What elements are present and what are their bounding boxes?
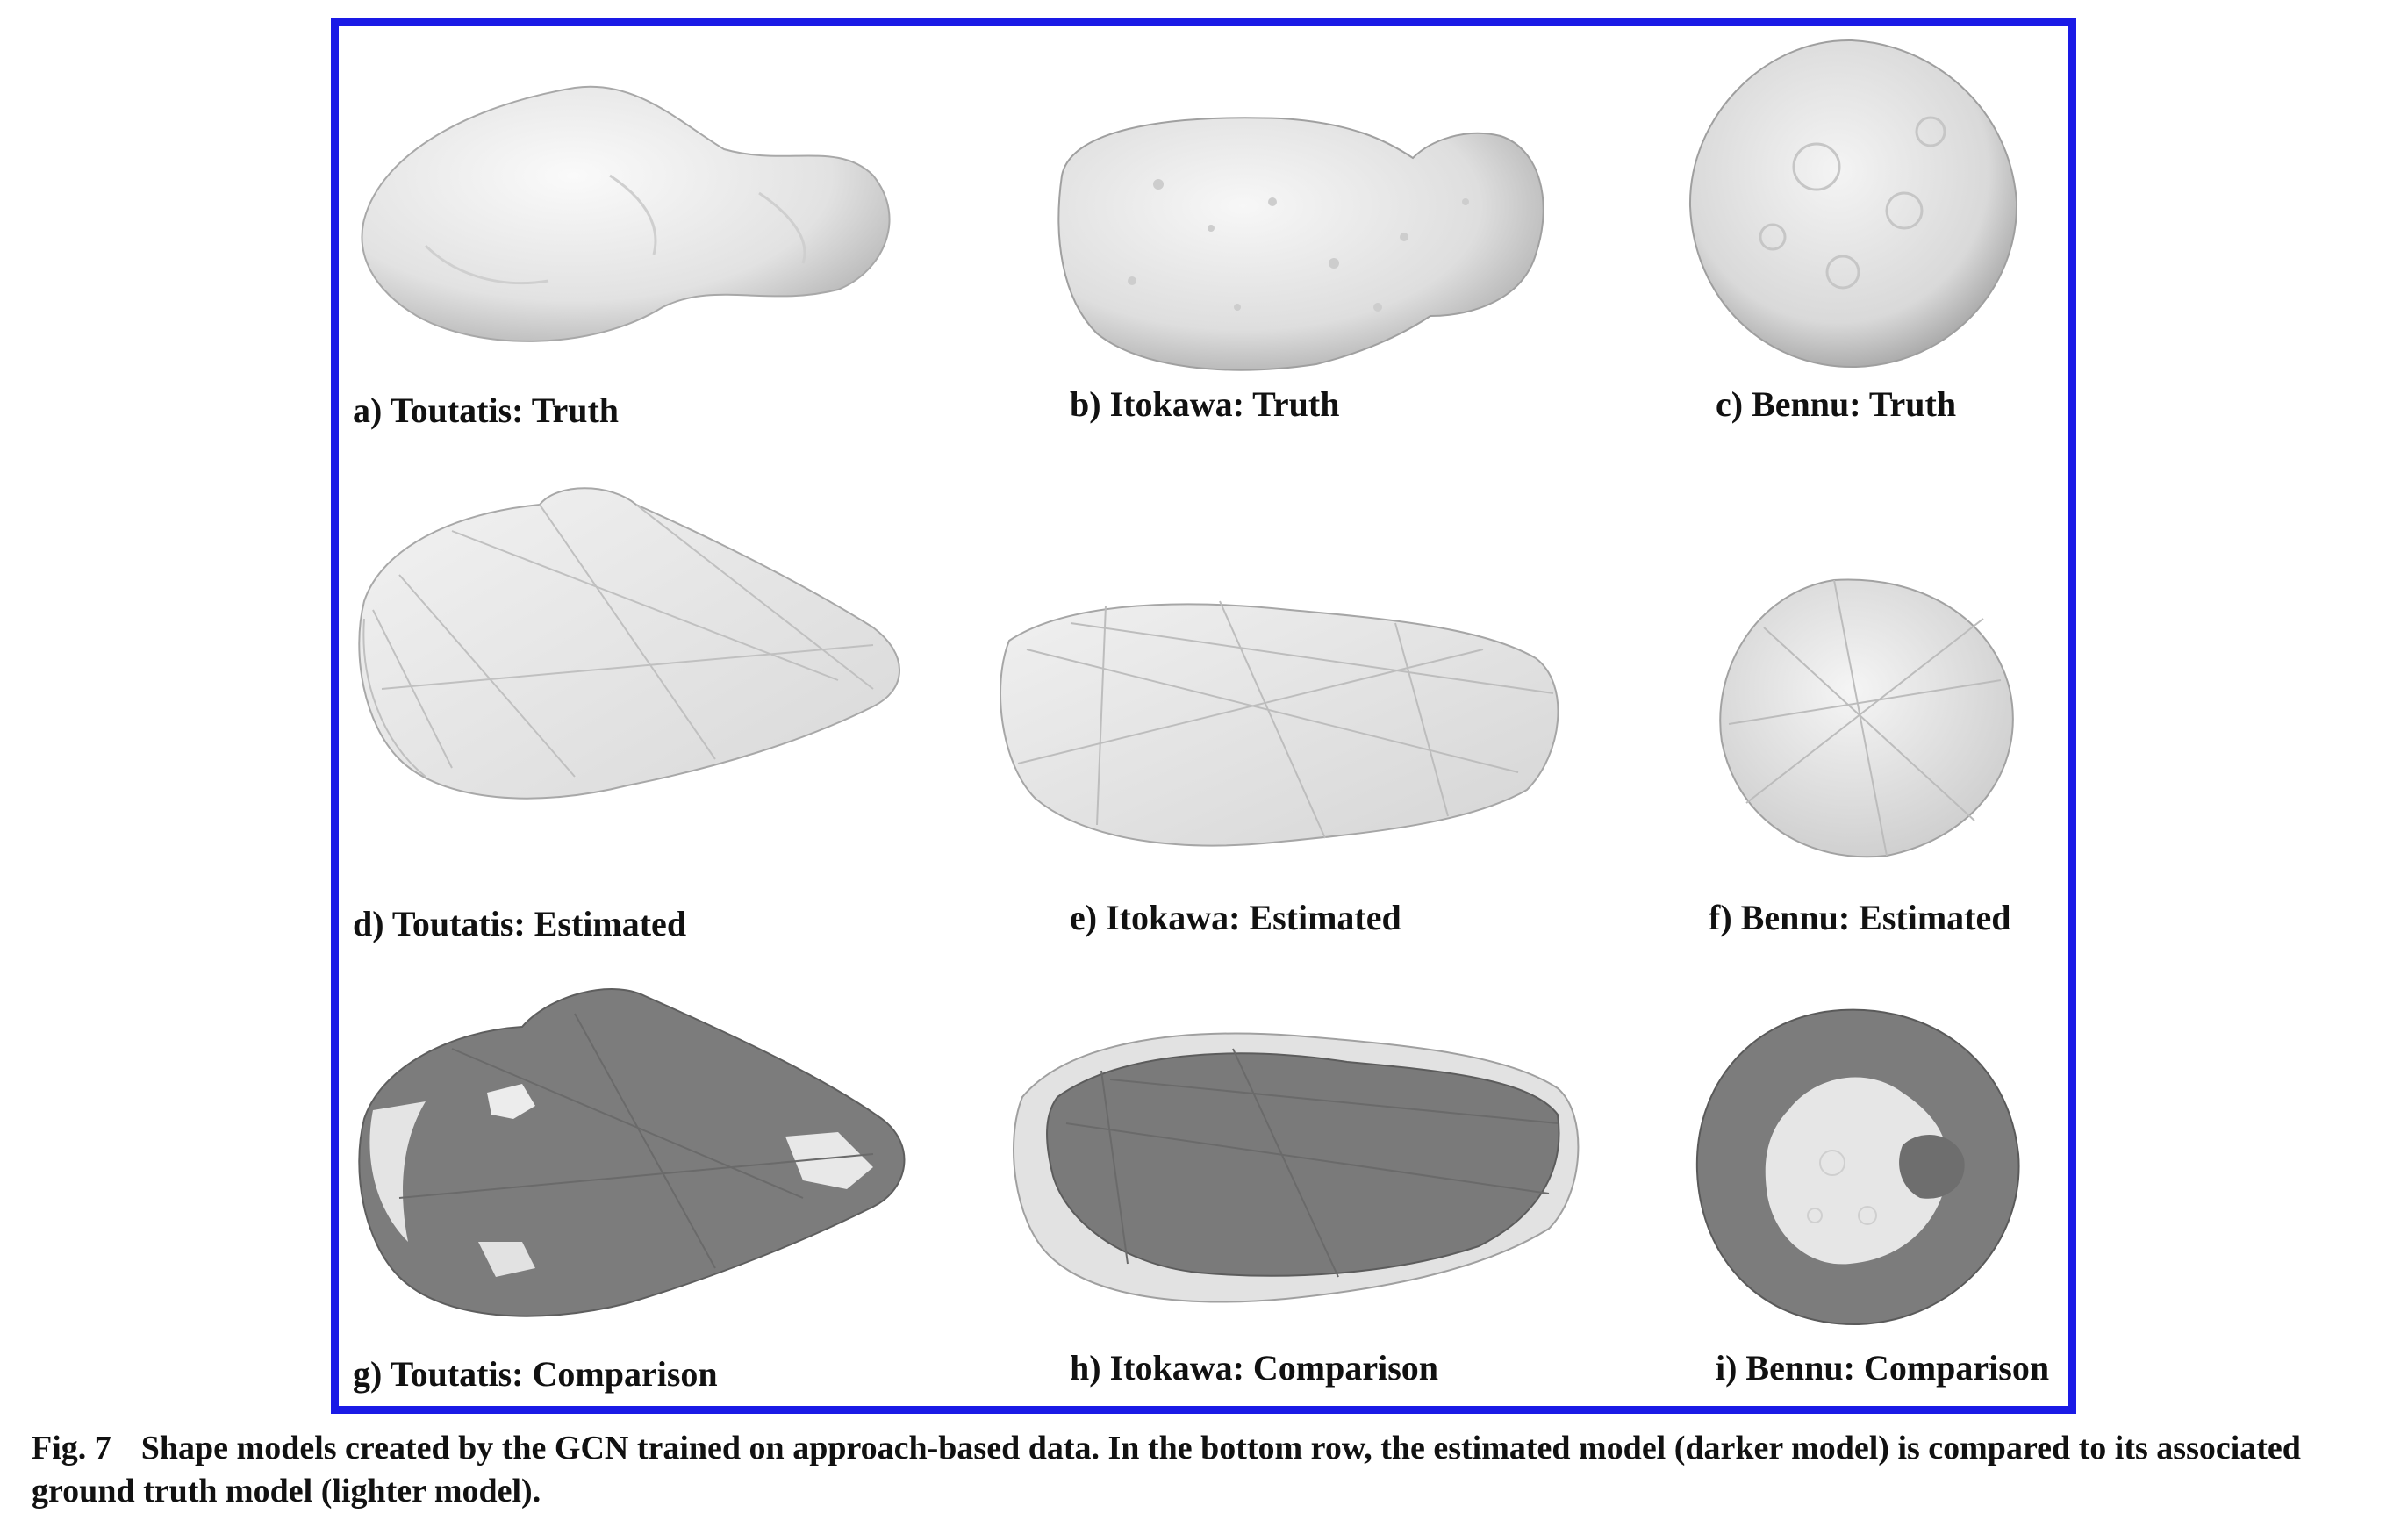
panel-label-a: a) Toutatis: Truth — [353, 391, 620, 430]
panel-label-d: d) Toutatis: Estimated — [353, 904, 687, 943]
bennu-truth-shape — [1688, 39, 2018, 369]
toutatis-estimated-shape — [358, 487, 900, 800]
toutatis-truth-shape — [361, 85, 891, 342]
toutatis-comparison-shape — [358, 988, 906, 1317]
panel-label-e: e) Itokawa: Estimated — [1070, 898, 1401, 937]
caption-text: Shape models created by the GCN trained … — [32, 1430, 2301, 1509]
figure-number: Fig. 7 — [32, 1430, 111, 1466]
bennu-estimated-shape — [1719, 578, 2014, 858]
bennu-comparison-shape — [1695, 1008, 2020, 1326]
panel-label-c: c) Bennu: Truth — [1716, 384, 1957, 424]
itokawa-estimated-shape — [1000, 600, 1559, 847]
panel-label-b: b) Itokawa: Truth — [1070, 384, 1340, 424]
panel-label-h: h) Itokawa: Comparison — [1070, 1348, 1439, 1388]
itokawa-comparison-shape — [1013, 1032, 1580, 1303]
panel-label-i: i) Bennu: Comparison — [1716, 1348, 2050, 1388]
panel-label-f: f) Bennu: Estimated — [1709, 898, 2011, 937]
panel-label-g: g) Toutatis: Comparison — [353, 1354, 718, 1394]
figure-caption: Fig. 7 Shape models created by the GCN tr… — [32, 1427, 2383, 1513]
itokawa-truth-shape — [1057, 117, 1544, 371]
